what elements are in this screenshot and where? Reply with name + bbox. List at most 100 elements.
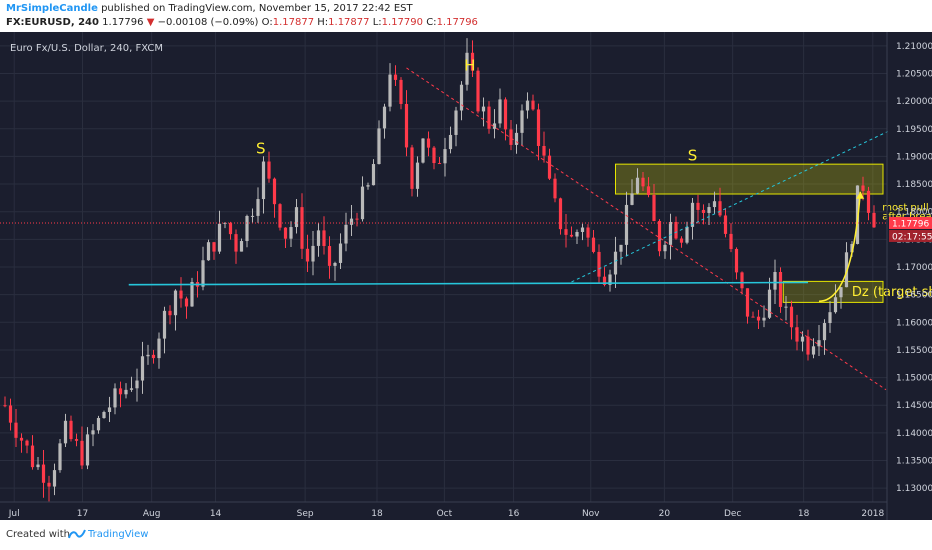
y-tick-label: 1.20500 [896, 69, 932, 79]
demand-zone-label: Dz (target short term) [852, 285, 932, 300]
y-tick-label: 1.14000 [896, 429, 932, 439]
candle-body [58, 443, 62, 471]
y-tick-label: 1.15000 [896, 374, 932, 384]
candle-body [162, 310, 167, 339]
open-value: 1.17877 [272, 17, 315, 28]
candle-body [261, 161, 266, 200]
candle-body [316, 230, 321, 246]
candle-body [91, 430, 95, 435]
note-line-1: most pull back to Supply zone [882, 203, 932, 214]
candle-body [619, 244, 623, 252]
candle-body [338, 243, 343, 263]
candle-body [366, 185, 370, 187]
candle-body [811, 346, 816, 355]
left-shoulder-label: S [256, 140, 266, 158]
candle-body [586, 227, 590, 238]
candle-body [536, 109, 541, 146]
candle-body [751, 316, 755, 318]
candle-body [8, 405, 13, 423]
candle-body [278, 204, 282, 228]
candle-body [206, 242, 211, 261]
y-tick-label: 1.13500 [896, 457, 932, 467]
high-label: H: [317, 17, 329, 28]
y-tick-label: 1.15500 [896, 346, 932, 356]
published-info: published on TradingView.com, November 1… [101, 3, 413, 14]
x-tick-label: Dec [724, 509, 741, 519]
y-tick-label: 1.18500 [896, 180, 932, 190]
candle-body [635, 177, 640, 194]
rising-trendline [571, 131, 888, 283]
candle-body [113, 388, 117, 408]
candle-body [212, 242, 216, 252]
candles [3, 38, 876, 502]
candle-body [773, 271, 777, 290]
candle-body [30, 445, 35, 468]
price-chart[interactable]: SHSSzDz (target short term)most pull bac… [0, 32, 932, 520]
candle-body [283, 227, 288, 239]
candle-body [245, 215, 249, 242]
y-tick-label: 1.20000 [896, 97, 932, 107]
open-label: O: [261, 17, 273, 28]
candle-body [558, 198, 563, 230]
y-tick-label: 1.14500 [896, 401, 932, 411]
candle-body [718, 201, 722, 216]
candle-body [850, 243, 854, 253]
candle-body [784, 306, 788, 308]
candle-body [300, 207, 304, 249]
candle-body [421, 138, 425, 163]
chart-title: Euro Fx/U.S. Dollar, 240, FXCM [10, 43, 163, 54]
y-tick-label: 1.21000 [896, 42, 932, 52]
candle-body [591, 237, 596, 252]
last-price-badge-text: 1.17796 [892, 219, 929, 229]
candle-body [729, 233, 733, 249]
candle-body [602, 276, 607, 285]
candle-body [234, 234, 238, 252]
candle-body [102, 411, 106, 419]
candle-body [674, 221, 678, 239]
candle-body [107, 407, 112, 412]
candle-body [454, 110, 458, 135]
countdown-text: 02:17:55 [892, 232, 932, 242]
x-tick-label: Sep [297, 509, 314, 519]
candle-body [652, 195, 656, 222]
candle-body [641, 177, 645, 187]
candle-body [426, 138, 431, 148]
zones-layer [615, 163, 884, 303]
x-tick-label: Jul [8, 509, 20, 519]
candle-body [157, 338, 161, 359]
candle-body [476, 70, 480, 112]
demand-zone [782, 280, 884, 303]
close-value: 1.17796 [436, 17, 478, 28]
head-label: H [464, 57, 475, 75]
candle-body [553, 178, 557, 199]
candle-body [762, 317, 766, 321]
author-link[interactable]: MrSimpleCandle [6, 3, 98, 14]
supply-zone [615, 163, 884, 195]
candle-body [184, 298, 189, 307]
candle-body [487, 106, 491, 129]
candle-body [844, 252, 849, 288]
tradingview-link[interactable]: TradingView [88, 529, 149, 540]
candle-body [531, 100, 535, 110]
candle-body [734, 248, 739, 273]
candle-body [19, 437, 24, 441]
candle-body [685, 226, 689, 243]
candle-body [806, 336, 810, 355]
last-price: 1.17796 [102, 17, 144, 28]
candle-body [179, 290, 183, 299]
publication-info: MrSimpleCandle published on TradingView.… [6, 3, 413, 14]
candle-body [525, 100, 530, 111]
descending-trendline [406, 67, 887, 391]
candle-body [597, 251, 601, 277]
candle-body [74, 439, 79, 441]
candle-body [459, 84, 464, 111]
x-tick-label: Nov [582, 509, 600, 519]
candle-body [745, 288, 750, 317]
candle-body [866, 190, 871, 213]
candle-body [542, 145, 546, 156]
candle-body [492, 123, 497, 129]
candle-body [657, 221, 662, 252]
candle-body [580, 227, 585, 232]
candle-body [569, 234, 574, 237]
candle-body [630, 193, 634, 205]
